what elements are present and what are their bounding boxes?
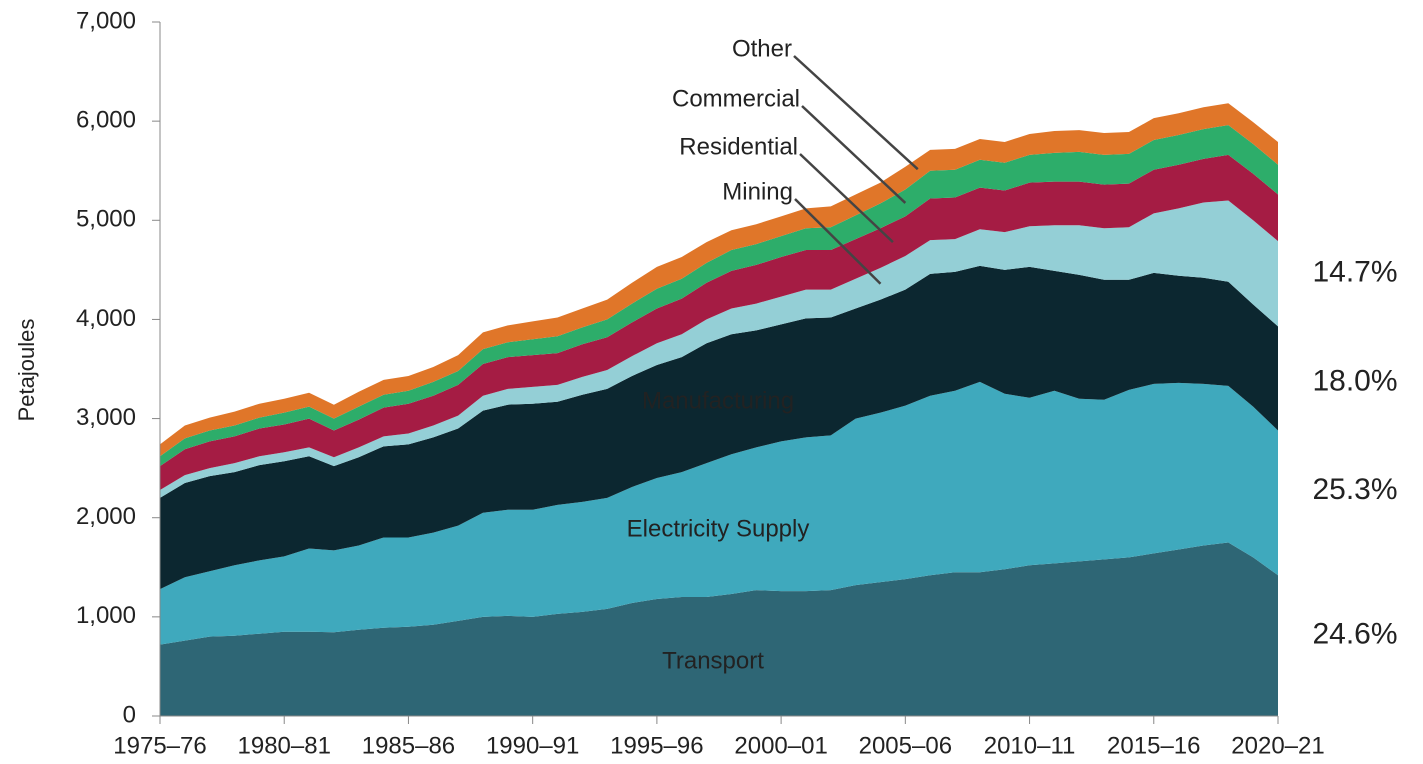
series-label: Electricity Supply (627, 515, 810, 542)
y-axis-label: Petajoules (14, 319, 39, 422)
series-label: Residential (679, 133, 798, 160)
x-tick-label: 1990–91 (486, 732, 579, 759)
y-tick-label: 4,000 (76, 305, 136, 332)
area (160, 154, 1278, 490)
area (160, 125, 1278, 467)
share-label: 14.7% (1312, 256, 1397, 289)
area (160, 103, 1278, 457)
leader-line (793, 55, 919, 171)
y-tick-label: 6,000 (76, 106, 136, 133)
area (160, 265, 1278, 590)
leader-line (799, 153, 894, 244)
x-tick-label: 1975–76 (113, 732, 206, 759)
leader-line (801, 105, 907, 204)
leader-line (794, 198, 882, 285)
x-tick-label: 2010–11 (984, 732, 1076, 759)
x-tick-label: 1995–96 (610, 732, 703, 759)
share-label: 18.0% (1312, 364, 1397, 397)
series-label: Transport (662, 647, 764, 674)
series-label: Mining (722, 178, 793, 205)
y-tick-label: 3,000 (76, 404, 136, 431)
x-tick-label: 2020–21 (1231, 732, 1324, 759)
y-tick-label: 5,000 (76, 206, 136, 233)
share-label: 24.6% (1312, 618, 1397, 651)
y-tick-label: 0 (123, 701, 136, 728)
y-tick-label: 2,000 (76, 503, 136, 530)
x-tick-label: 1985–86 (362, 732, 455, 759)
area (160, 542, 1278, 716)
x-tick-label: 1980–81 (238, 732, 331, 759)
series-label: Commercial (672, 85, 800, 112)
x-tick-label: 2000–01 (734, 732, 827, 759)
series-label: Other (732, 35, 792, 62)
area (160, 200, 1278, 498)
area (160, 381, 1278, 645)
x-tick-label: 2015–16 (1107, 732, 1200, 759)
series-label: Manufacturing (642, 387, 794, 414)
y-tick-label: 7,000 (76, 7, 136, 34)
x-tick-label: 2005–06 (859, 732, 952, 759)
share-label: 25.3% (1312, 473, 1397, 506)
y-tick-label: 1,000 (76, 602, 136, 629)
